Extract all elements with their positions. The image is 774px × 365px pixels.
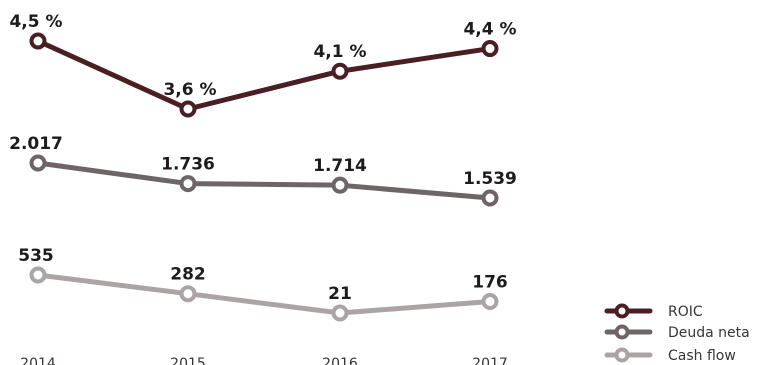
series-layer: 4,5 % 3,6 % 4,1 % 4,4 % 2.017 1.736 1.714 1.539… <box>9 12 517 322</box>
legend-item-roic: ROIC <box>604 303 703 320</box>
series-deuda-neta: 2.017 1.736 1.714 1.539 <box>9 134 517 207</box>
data-point <box>331 304 349 322</box>
x-tick-label: 2016 <box>322 356 358 365</box>
x-tick-label: 2014 <box>20 356 56 365</box>
x-tick-label: 2015 <box>170 356 206 365</box>
legend: ROIC Deuda neta Cash flow <box>604 303 750 364</box>
data-label: 176 <box>472 273 508 293</box>
data-label: 2.017 <box>9 134 63 154</box>
series-cash-flow: 535 282 21 176 <box>18 246 508 322</box>
data-point <box>179 175 197 193</box>
legend-item-cash-flow: Cash flow <box>604 347 736 364</box>
data-point <box>29 154 47 172</box>
data-label: 1.714 <box>313 156 367 176</box>
legend-label: ROIC <box>668 304 703 320</box>
data-point <box>331 62 349 80</box>
data-label: 4,1 % <box>313 42 366 62</box>
legend-label: Cash flow <box>668 348 736 364</box>
series-line-cash-flow <box>35 272 493 316</box>
data-label: 1.736 <box>161 155 215 175</box>
legend-item-deuda-neta: Deuda neta <box>604 324 750 341</box>
data-label: 535 <box>18 246 54 266</box>
x-tick-label: 2017 <box>472 356 508 365</box>
data-label: 4,4 % <box>463 20 516 40</box>
legend-swatch-marker <box>614 324 630 340</box>
series-roic: 4,5 % 3,6 % 4,1 % 4,4 % <box>9 12 517 118</box>
series-line-roic <box>35 38 493 112</box>
legend-swatch-marker <box>614 347 630 363</box>
data-label: 1.539 <box>463 169 517 189</box>
series-line-deuda-neta <box>35 160 493 201</box>
data-point <box>481 40 499 58</box>
data-label: 282 <box>170 265 206 285</box>
data-point <box>331 176 349 194</box>
data-point <box>481 189 499 207</box>
data-label: 4,5 % <box>9 12 62 32</box>
legend-swatch-marker <box>614 303 630 319</box>
legend-label: Deuda neta <box>668 325 750 341</box>
data-point <box>179 285 197 303</box>
data-point <box>29 266 47 284</box>
data-label: 3,6 % <box>163 80 216 100</box>
data-point <box>179 100 197 118</box>
data-point <box>29 32 47 50</box>
x-axis: 2014 2015 2016 2017 <box>20 356 508 365</box>
data-point <box>481 293 499 311</box>
data-label: 21 <box>328 284 352 304</box>
